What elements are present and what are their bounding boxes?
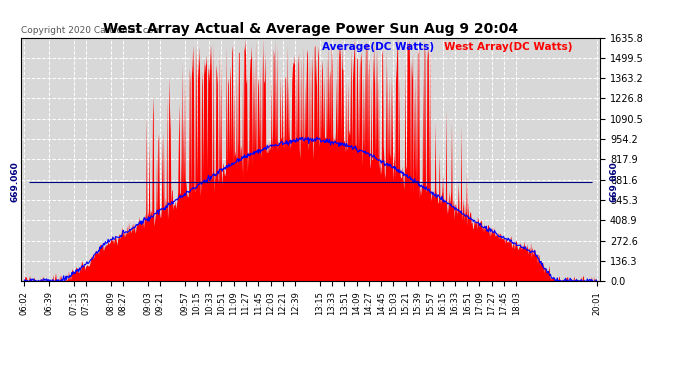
Text: Average(DC Watts): Average(DC Watts) [322,42,434,52]
Text: 669.060: 669.060 [609,161,618,202]
Title: West Array Actual & Average Power Sun Aug 9 20:04: West Array Actual & Average Power Sun Au… [103,22,518,36]
Text: Copyright 2020 Cartronics.com: Copyright 2020 Cartronics.com [21,26,162,35]
Text: 669.060: 669.060 [11,161,20,202]
Text: West Array(DC Watts): West Array(DC Watts) [444,42,572,52]
